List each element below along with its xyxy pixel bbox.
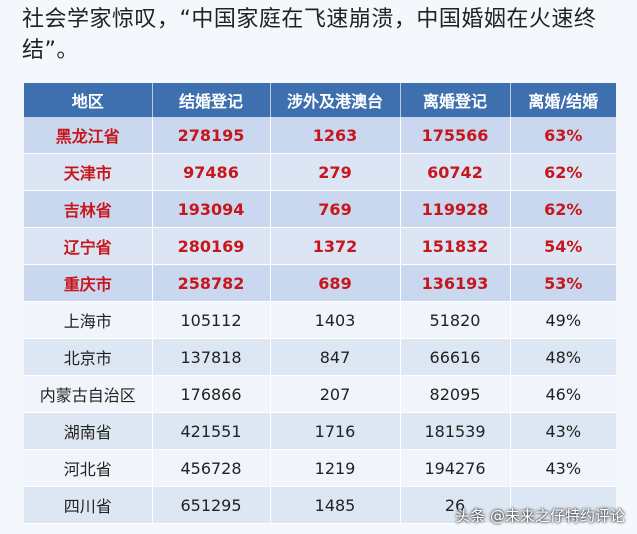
cell-ratio: 62%: [510, 153, 616, 191]
cell-foreign: 1372: [270, 227, 401, 265]
cell-marriage: 278195: [152, 117, 271, 154]
watermark: 头条 @未来之仔特约评论: [455, 507, 625, 525]
cell-divorce: 60742: [400, 153, 511, 191]
cell-foreign: 769: [270, 190, 401, 228]
cell-divorce: 194276: [400, 449, 511, 487]
cell-marriage: 651295: [152, 486, 271, 524]
cell-ratio: 46%: [510, 375, 616, 413]
headline: 社会学家惊叹，“中国家庭在飞速崩溃，中国婚姻在火速终结”。: [22, 7, 597, 63]
table-row: 吉林省 193094 769 119928 62%: [24, 190, 616, 228]
cell-divorce: 136193: [400, 264, 511, 302]
table-row: 黑龙江省 278195 1263 175566 63%: [24, 117, 616, 154]
cell-divorce: 175566: [400, 117, 511, 154]
cell-marriage: 176866: [152, 375, 271, 413]
cell-ratio: 53%: [510, 264, 616, 302]
table-row: 北京市 137818 847 66616 48%: [24, 338, 616, 376]
cell-marriage: 97486: [152, 153, 271, 191]
cell-foreign: 207: [270, 375, 401, 413]
cell-marriage: 193094: [152, 190, 271, 228]
table-row: 河北省 456728 1219 194276 43%: [24, 449, 616, 487]
cell-marriage: 456728: [152, 449, 271, 487]
cell-divorce: 82095: [400, 375, 511, 413]
cell-region: 北京市: [24, 338, 153, 376]
cell-region: 湖南省: [24, 412, 153, 450]
cell-foreign: 279: [270, 153, 401, 191]
cell-ratio: 62%: [510, 190, 616, 228]
cell-divorce: 51820: [400, 301, 511, 339]
cell-divorce: 66616: [400, 338, 511, 376]
header-foreign: 涉外及港澳台: [270, 83, 401, 117]
table-row: 辽宁省 280169 1372 151832 54%: [24, 227, 616, 265]
cell-foreign: 847: [270, 338, 401, 376]
cell-divorce: 151832: [400, 227, 511, 265]
table-header-row: 地区 结婚登记 涉外及港澳台 离婚登记 离婚/结婚: [24, 83, 616, 117]
cell-region: 天津市: [24, 153, 153, 191]
cell-ratio: 43%: [510, 412, 616, 450]
cell-marriage: 105112: [152, 301, 271, 339]
cell-region: 吉林省: [24, 190, 153, 228]
header-region: 地区: [24, 83, 153, 117]
table-row: 四川省 651295 1485 26: [24, 486, 616, 524]
cell-ratio: [510, 486, 616, 524]
cell-region: 重庆市: [24, 264, 153, 302]
cell-region: 上海市: [24, 301, 153, 339]
cell-foreign: 1403: [270, 301, 401, 339]
cell-foreign: 1219: [270, 449, 401, 487]
cell-marriage: 258782: [152, 264, 271, 302]
cell-region: 内蒙古自治区: [24, 375, 153, 413]
cell-marriage: 421551: [152, 412, 271, 450]
cell-ratio: 43%: [510, 449, 616, 487]
cell-ratio: 49%: [510, 301, 616, 339]
divorce-ratio-table: 地区 结婚登记 涉外及港澳台 离婚登记 离婚/结婚 黑龙江省 278195 12…: [24, 83, 616, 524]
cell-divorce: 26: [400, 486, 511, 524]
cell-region: 河北省: [24, 449, 153, 487]
table-row: 内蒙古自治区 176866 207 82095 46%: [24, 375, 616, 413]
header-marriage: 结婚登记: [152, 83, 271, 117]
cell-foreign: 689: [270, 264, 401, 302]
header-ratio: 离婚/结婚: [510, 83, 616, 117]
cell-region: 黑龙江省: [24, 117, 153, 154]
cell-ratio: 54%: [510, 227, 616, 265]
cell-foreign: 1716: [270, 412, 401, 450]
cell-region: 四川省: [24, 486, 153, 524]
cell-ratio: 48%: [510, 338, 616, 376]
cell-marriage: 137818: [152, 338, 271, 376]
table-row: 重庆市 258782 689 136193 53%: [24, 264, 616, 302]
cell-divorce: 181539: [400, 412, 511, 450]
table-row: 上海市 105112 1403 51820 49%: [24, 301, 616, 339]
cell-foreign: 1263: [270, 117, 401, 154]
cell-divorce: 119928: [400, 190, 511, 228]
table-row: 天津市 97486 279 60742 62%: [24, 153, 616, 191]
cell-region: 辽宁省: [24, 227, 153, 265]
cell-marriage: 280169: [152, 227, 271, 265]
cell-foreign: 1485: [270, 486, 401, 524]
table-row: 湖南省 421551 1716 181539 43%: [24, 412, 616, 450]
header-divorce: 离婚登记: [400, 83, 511, 117]
cell-ratio: 63%: [510, 117, 616, 154]
